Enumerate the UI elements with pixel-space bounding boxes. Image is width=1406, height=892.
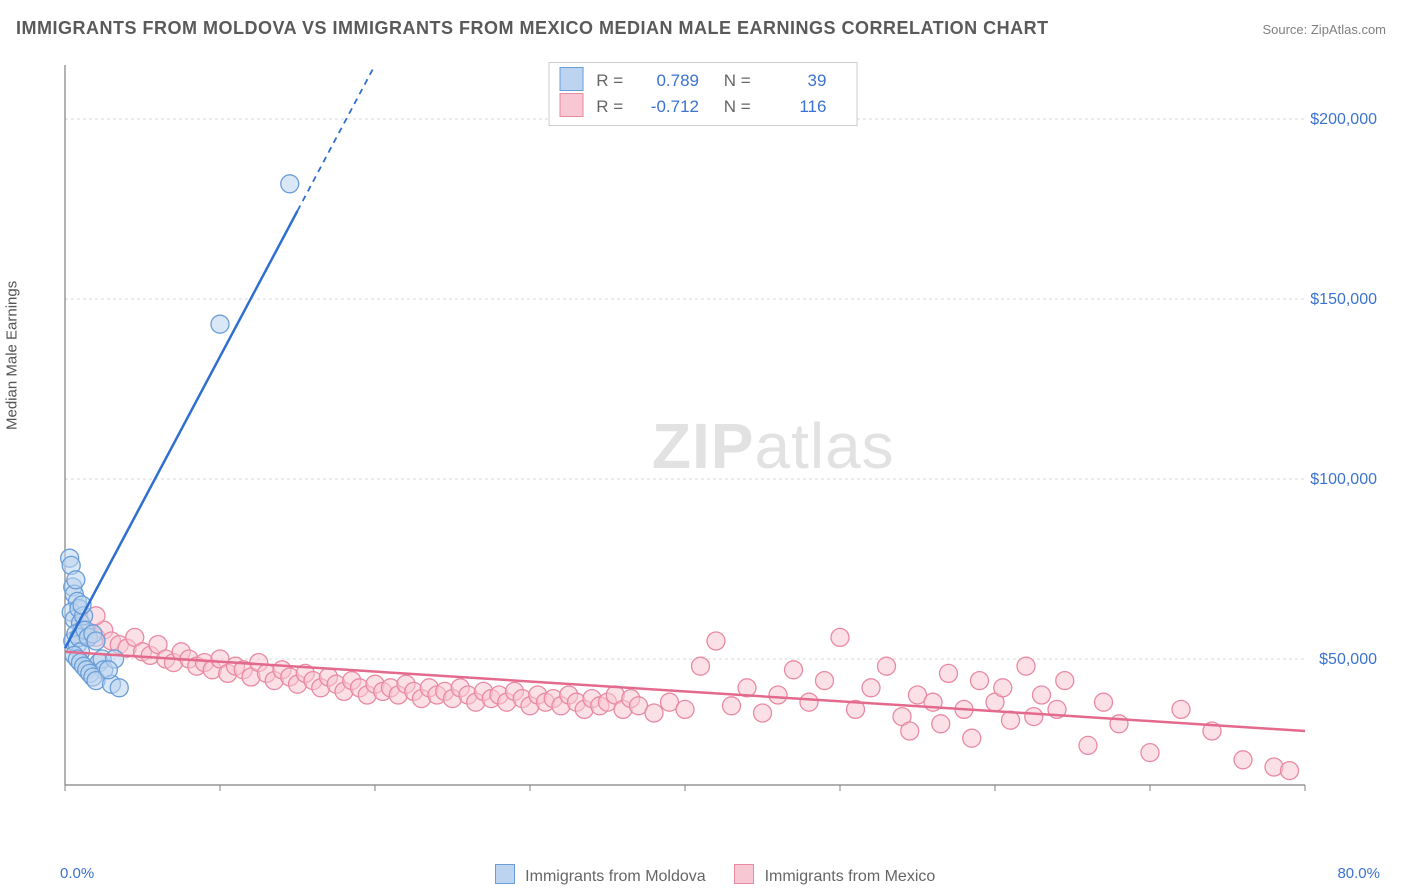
legend-label-mexico: Immigrants from Mexico	[765, 868, 936, 885]
svg-text:$100,000: $100,000	[1310, 471, 1377, 488]
swatch-moldova	[560, 67, 584, 91]
scatter-plot: $50,000 $100,000 $150,000 $200,000	[55, 55, 1385, 815]
swatch-mexico-bottom	[734, 864, 754, 884]
chart-title: IMMIGRANTS FROM MOLDOVA VS IMMIGRANTS FR…	[16, 18, 1049, 39]
legend-label-moldova: Immigrants from Moldova	[525, 868, 706, 885]
svg-text:$200,000: $200,000	[1310, 111, 1377, 128]
y-axis-label: Median Male Earnings	[4, 281, 21, 430]
legend-row-moldova: R = 0.789 N = 39	[560, 67, 847, 93]
svg-text:$150,000: $150,000	[1310, 291, 1377, 308]
legend-row-mexico: R = -0.712 N = 116	[560, 93, 847, 119]
source-attribution: Source: ZipAtlas.com	[1262, 22, 1386, 37]
chart-container: IMMIGRANTS FROM MOLDOVA VS IMMIGRANTS FR…	[0, 0, 1406, 892]
series-legend: Immigrants from Moldova Immigrants from …	[0, 864, 1406, 886]
swatch-mexico	[560, 93, 584, 117]
svg-text:$50,000: $50,000	[1319, 651, 1377, 668]
swatch-moldova-bottom	[495, 864, 515, 884]
correlation-legend: R = 0.789 N = 39 R = -0.712 N = 116	[549, 62, 858, 126]
